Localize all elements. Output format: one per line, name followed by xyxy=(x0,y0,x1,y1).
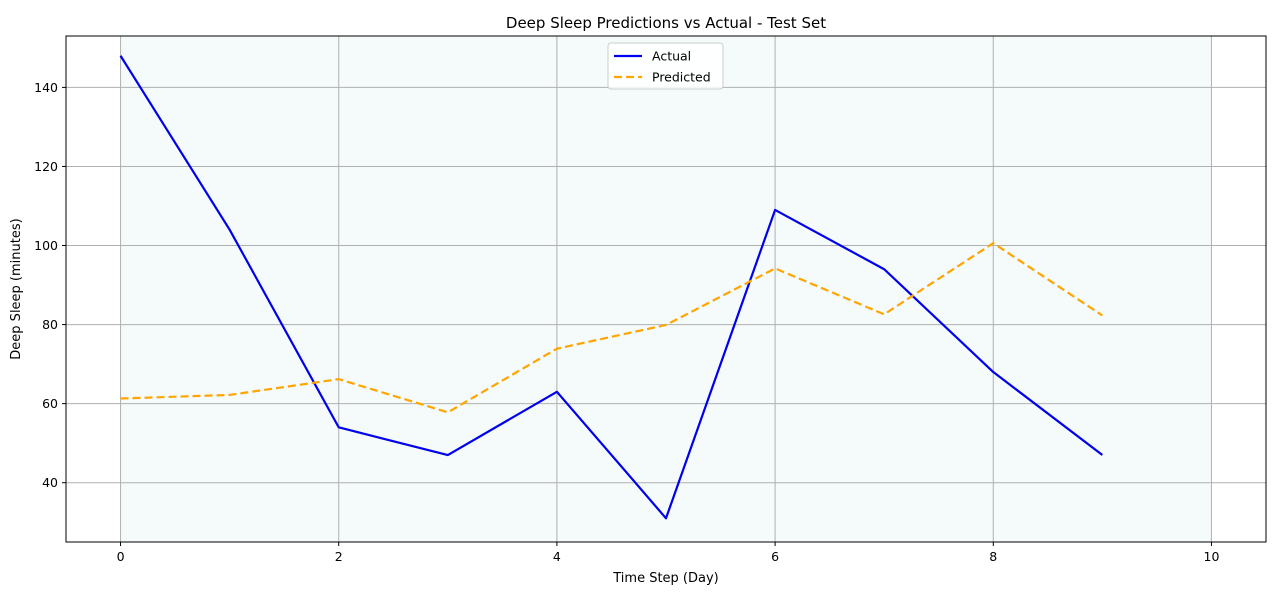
legend: Actual Predicted xyxy=(607,42,724,90)
x-tick-label: 10 xyxy=(1204,549,1220,564)
chart-title: Deep Sleep Predictions vs Actual - Test … xyxy=(506,14,826,32)
y-tick-label: 40 xyxy=(42,475,58,490)
legend-label-actual: Actual xyxy=(652,49,691,64)
legend-label-predicted: Predicted xyxy=(652,70,711,85)
x-tick-label: 2 xyxy=(335,549,343,564)
y-tick-label: 100 xyxy=(34,238,58,253)
x-tick-label: 0 xyxy=(117,549,125,564)
grid xyxy=(66,36,1266,542)
x-tick-label: 6 xyxy=(771,549,779,564)
y-tick-label: 120 xyxy=(34,159,58,174)
series-lines xyxy=(119,55,1104,520)
shaded-region xyxy=(120,36,1212,542)
x-axis-label: Time Step (Day) xyxy=(612,571,719,586)
plot-frame xyxy=(65,35,1267,543)
x-tick-label: 8 xyxy=(989,549,997,564)
y-tick-label: 60 xyxy=(42,396,58,411)
y-tick-label: 140 xyxy=(34,80,58,95)
x-tick-label: 4 xyxy=(553,549,561,564)
ticks: 0 2 4 6 8 10 40 60 80 100 120 140 xyxy=(34,80,1219,564)
y-axis-label: Deep Sleep (minutes) xyxy=(9,218,24,359)
series-line-predicted xyxy=(120,242,1103,414)
legend-box xyxy=(607,42,724,90)
series-line-actual xyxy=(119,55,1104,520)
y-tick-label: 80 xyxy=(42,317,58,332)
